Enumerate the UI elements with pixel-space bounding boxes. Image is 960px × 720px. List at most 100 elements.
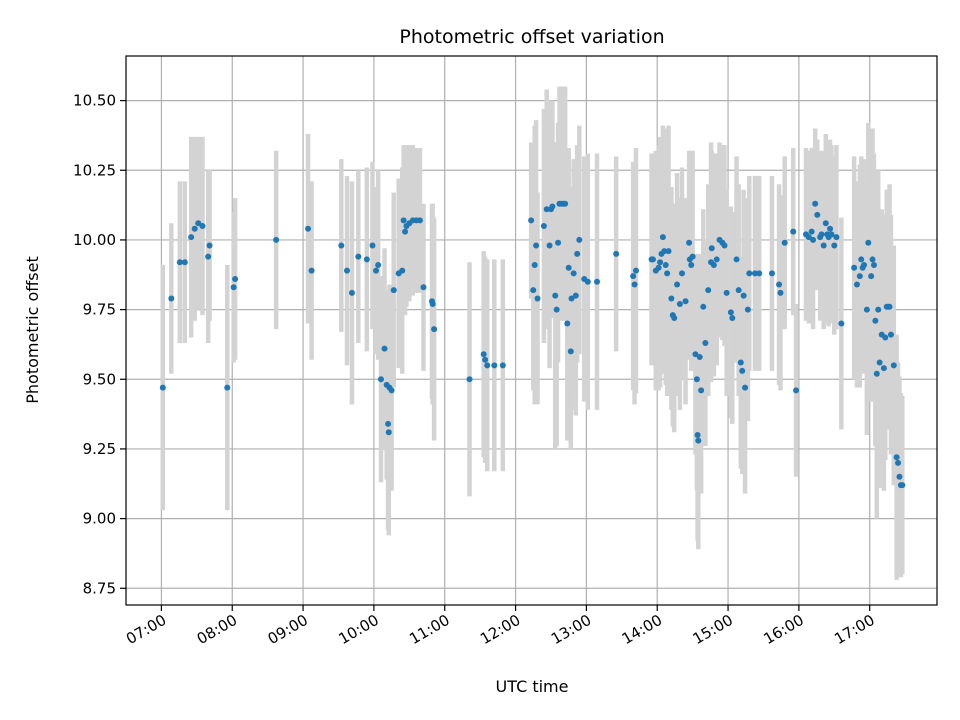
x-axis-label: UTC time (496, 677, 569, 696)
data-point-113 (705, 287, 712, 294)
data-point-31 (390, 287, 397, 294)
data-point-123 (729, 314, 736, 321)
data-point-92 (664, 270, 671, 277)
data-point-50 (499, 362, 506, 369)
data-point-158 (853, 281, 860, 288)
data-point-82 (632, 267, 639, 274)
data-point-132 (751, 270, 758, 277)
data-point-120 (721, 242, 728, 249)
data-point-111 (700, 303, 707, 310)
data-point-179 (890, 362, 897, 369)
data-point-62 (553, 306, 560, 313)
data-point-167 (870, 262, 877, 269)
data-point-18 (348, 289, 355, 296)
data-point-131 (746, 270, 753, 277)
data-point-94 (668, 295, 675, 302)
y-tick-label-5: 10.00 (73, 231, 116, 249)
data-point-57 (543, 206, 550, 213)
data-point-96 (671, 314, 678, 321)
data-point-28 (385, 429, 392, 436)
chart-title: Photometric offset variation (399, 26, 664, 48)
data-point-5 (191, 225, 198, 232)
data-point-112 (702, 340, 709, 347)
y-tick-label-0: 8.75 (83, 579, 116, 597)
data-point-49 (491, 362, 498, 369)
data-point-74 (574, 250, 581, 257)
data-point-147 (818, 231, 825, 238)
data-point-10 (224, 384, 231, 391)
data-point-4 (188, 234, 195, 241)
data-point-47 (482, 356, 489, 363)
data-point-127 (739, 367, 746, 374)
data-point-101 (686, 239, 693, 246)
data-point-46 (480, 351, 487, 358)
data-point-129 (742, 384, 749, 391)
data-point-17 (343, 267, 350, 274)
data-point-128 (740, 292, 747, 299)
y-tick-label-3: 9.50 (83, 370, 116, 388)
data-point-20 (363, 256, 370, 263)
data-point-141 (805, 234, 812, 241)
data-point-157 (851, 264, 858, 271)
data-point-165 (868, 273, 875, 280)
data-point-154 (831, 242, 838, 249)
data-point-2 (176, 259, 183, 266)
data-points (159, 200, 906, 489)
data-point-45 (466, 376, 473, 383)
data-point-180 (893, 454, 900, 461)
data-point-133 (756, 270, 763, 277)
y-tick-label-4: 9.75 (83, 301, 116, 319)
data-point-24 (377, 376, 384, 383)
data-point-153 (828, 231, 835, 238)
data-point-69 (565, 264, 572, 271)
data-point-93 (665, 248, 672, 255)
data-point-145 (814, 211, 821, 218)
data-point-159 (856, 273, 863, 280)
data-point-43 (429, 301, 436, 308)
data-point-104 (689, 253, 696, 260)
y-tick-label-6: 10.25 (73, 161, 116, 179)
data-point-178 (887, 331, 894, 338)
data-point-86 (655, 264, 662, 271)
data-point-139 (793, 387, 800, 394)
data-point-72 (570, 270, 577, 277)
data-point-9 (206, 242, 213, 249)
data-point-7 (199, 222, 206, 229)
data-point-87 (657, 259, 664, 266)
data-point-30 (388, 387, 395, 394)
data-point-109 (696, 353, 703, 360)
data-point-27 (385, 420, 392, 427)
data-point-0 (159, 384, 166, 391)
data-point-1 (168, 295, 175, 302)
data-point-108 (695, 437, 702, 444)
data-point-155 (833, 234, 840, 241)
data-point-106 (693, 376, 700, 383)
data-point-56 (540, 222, 547, 229)
data-point-78 (594, 278, 601, 285)
plot-area-frame (125, 55, 938, 606)
data-point-149 (822, 220, 829, 227)
data-point-170 (875, 306, 882, 313)
y-tick-label-2: 9.25 (83, 440, 116, 458)
y-tick-label-1: 9.00 (83, 510, 116, 528)
data-point-23 (375, 262, 382, 269)
data-point-35 (402, 228, 409, 235)
data-point-163 (863, 306, 870, 313)
data-point-55 (534, 295, 541, 302)
data-point-71 (568, 295, 575, 302)
data-point-143 (810, 236, 817, 243)
data-point-134 (768, 270, 775, 277)
data-point-40 (416, 217, 423, 224)
data-point-98 (676, 301, 683, 308)
data-point-70 (567, 348, 574, 355)
data-point-3 (181, 259, 188, 266)
data-point-22 (373, 267, 380, 274)
data-point-54 (533, 242, 540, 249)
data-point-135 (776, 281, 783, 288)
data-point-73 (572, 292, 579, 299)
data-point-89 (659, 234, 666, 241)
data-point-81 (631, 281, 638, 288)
data-point-41 (420, 284, 427, 291)
data-point-75 (576, 236, 583, 243)
